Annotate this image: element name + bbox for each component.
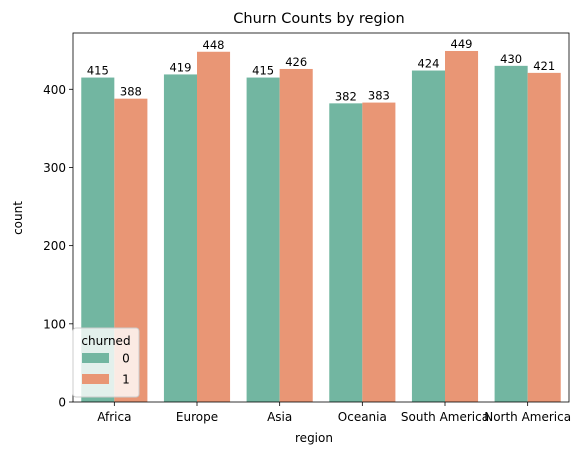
bars-group bbox=[81, 50, 561, 403]
bar-value-label: 426 bbox=[285, 55, 307, 69]
x-axis-label: region bbox=[295, 431, 333, 445]
bar-north-america-churned-0 bbox=[494, 65, 528, 402]
x-tick-label: South America bbox=[401, 410, 489, 424]
bar-value-label: 415 bbox=[252, 64, 274, 78]
x-tick-label: Oceania bbox=[338, 410, 387, 424]
x-tick-label: Asia bbox=[267, 410, 292, 424]
bar-oceania-churned-1 bbox=[362, 102, 396, 402]
bar-europe-churned-0 bbox=[163, 74, 197, 402]
legend-items: 01 bbox=[82, 352, 130, 387]
y-tick-label: 0 bbox=[58, 396, 66, 410]
bar-value-label: 388 bbox=[120, 85, 142, 99]
bar-asia-churned-0 bbox=[246, 77, 280, 403]
bar-value-label: 383 bbox=[368, 89, 390, 103]
x-tick-label: Africa bbox=[97, 410, 131, 424]
bar-south-america-churned-1 bbox=[445, 50, 479, 403]
chart-title: Churn Counts by region bbox=[233, 11, 405, 27]
bar-value-label: 430 bbox=[500, 52, 522, 66]
y-tick-label: 300 bbox=[43, 161, 66, 175]
axes-group: Africa Europe Asia Oceania South AmericaNort… bbox=[43, 32, 571, 424]
bar-value-label: 421 bbox=[533, 59, 555, 73]
legend-title: churned bbox=[81, 334, 130, 348]
bar-value-label: 449 bbox=[451, 37, 473, 51]
legend-label-0: 0 bbox=[122, 352, 130, 366]
y-tick-label: 200 bbox=[43, 239, 66, 253]
bar-north-america-churned-1 bbox=[527, 72, 561, 403]
bar-labels-group: 415 388 419 448 415 426 382 383 424 449 430 421 bbox=[87, 37, 555, 103]
bar-value-label: 382 bbox=[335, 89, 357, 103]
bar-south-america-churned-0 bbox=[411, 70, 445, 402]
bar-oceania-churned-0 bbox=[329, 103, 363, 402]
bar-europe-churned-1 bbox=[197, 51, 231, 403]
y-tick-label: 100 bbox=[43, 317, 66, 331]
legend-swatch-0 bbox=[82, 353, 109, 363]
bar-value-label: 448 bbox=[203, 38, 225, 52]
x-tick-label: Europe bbox=[176, 410, 218, 424]
legend-swatch-1 bbox=[82, 374, 109, 384]
legend-label-1: 1 bbox=[122, 373, 130, 387]
legend: churned 01 bbox=[72, 327, 140, 398]
bar-value-label: 415 bbox=[87, 64, 109, 78]
x-tick-label: North America bbox=[484, 410, 571, 424]
bar-value-label: 424 bbox=[417, 57, 439, 71]
bar-value-label: 419 bbox=[169, 60, 191, 74]
y-tick-label: 400 bbox=[43, 83, 66, 97]
y-axis-label: count bbox=[11, 201, 25, 235]
bar-asia-churned-1 bbox=[279, 68, 313, 403]
plot-frame bbox=[72, 32, 570, 403]
